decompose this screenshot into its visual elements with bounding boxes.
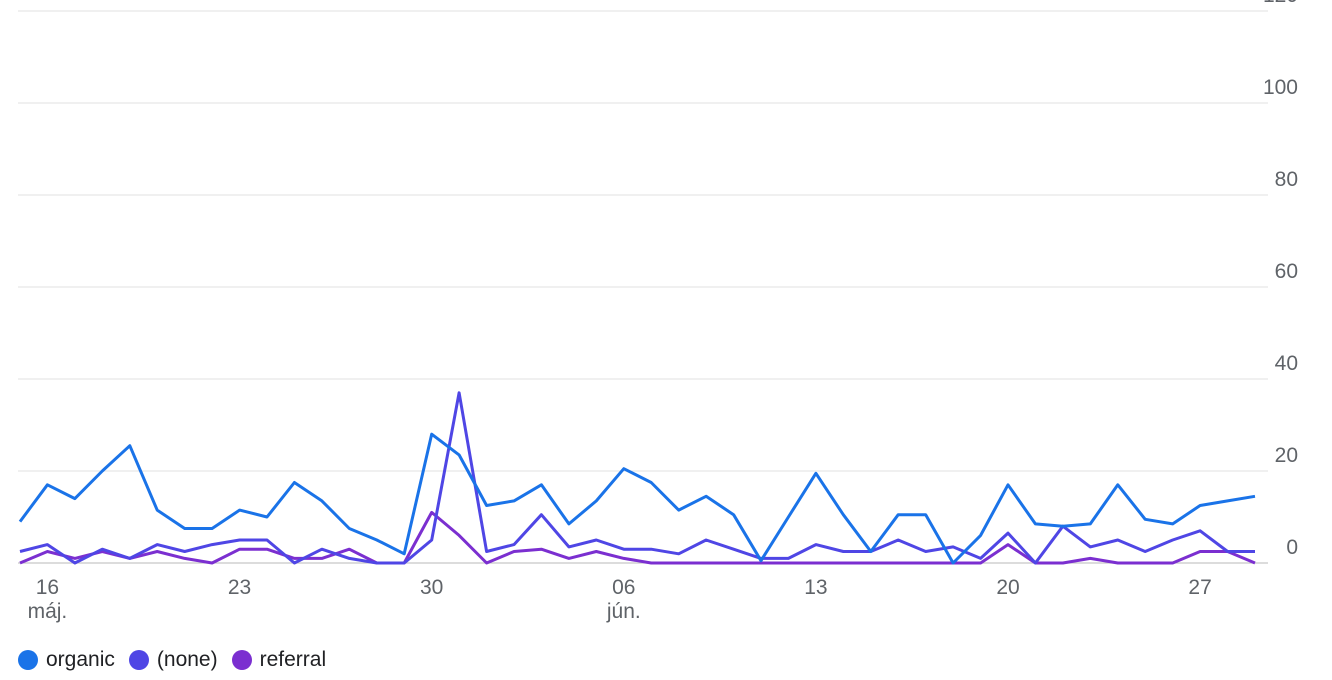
- series-lines: [18, 391, 1256, 565]
- legend-swatch: [128, 650, 149, 670]
- chart-legend: organic (none) referral: [18, 648, 340, 672]
- gridlines: [18, 10, 1268, 564]
- y-tick-label: 20: [1275, 444, 1298, 467]
- series-line-organic: [18, 432, 1256, 565]
- legend-swatch: [18, 650, 38, 670]
- y-axis-ticks: 0 20 40 60 80 100 120: [1263, 0, 1298, 559]
- y-tick-label: 0: [1286, 536, 1298, 559]
- x-tick-label: 06: [612, 576, 635, 599]
- legend-label: (none): [156, 648, 218, 671]
- legend-item: (none): [128, 648, 218, 672]
- x-tick-month-label: máj.: [28, 600, 68, 623]
- y-tick-label: 100: [1263, 76, 1298, 99]
- x-tick-label: 13: [804, 576, 827, 599]
- y-tick-label: 60: [1275, 260, 1298, 283]
- series-line-referral: [19, 510, 1256, 565]
- legend-label: referral: [259, 648, 327, 671]
- legend-label: organic: [46, 648, 115, 671]
- y-tick-label: 120: [1263, 0, 1298, 7]
- y-tick-label: 80: [1275, 168, 1298, 191]
- x-tick-label: 20: [996, 576, 1019, 599]
- x-tick-label: 16: [36, 576, 59, 599]
- y-tick-label: 40: [1275, 352, 1298, 375]
- legend-item: organic: [18, 648, 115, 672]
- x-tick-label: 27: [1188, 576, 1211, 599]
- legend-item: referral: [231, 648, 327, 672]
- series-line-none: [19, 391, 1255, 565]
- legend-swatch: [231, 650, 252, 670]
- x-tick-label: 30: [420, 576, 443, 599]
- x-tick-month-label: jún.: [606, 600, 641, 623]
- x-tick-label: 23: [228, 576, 251, 599]
